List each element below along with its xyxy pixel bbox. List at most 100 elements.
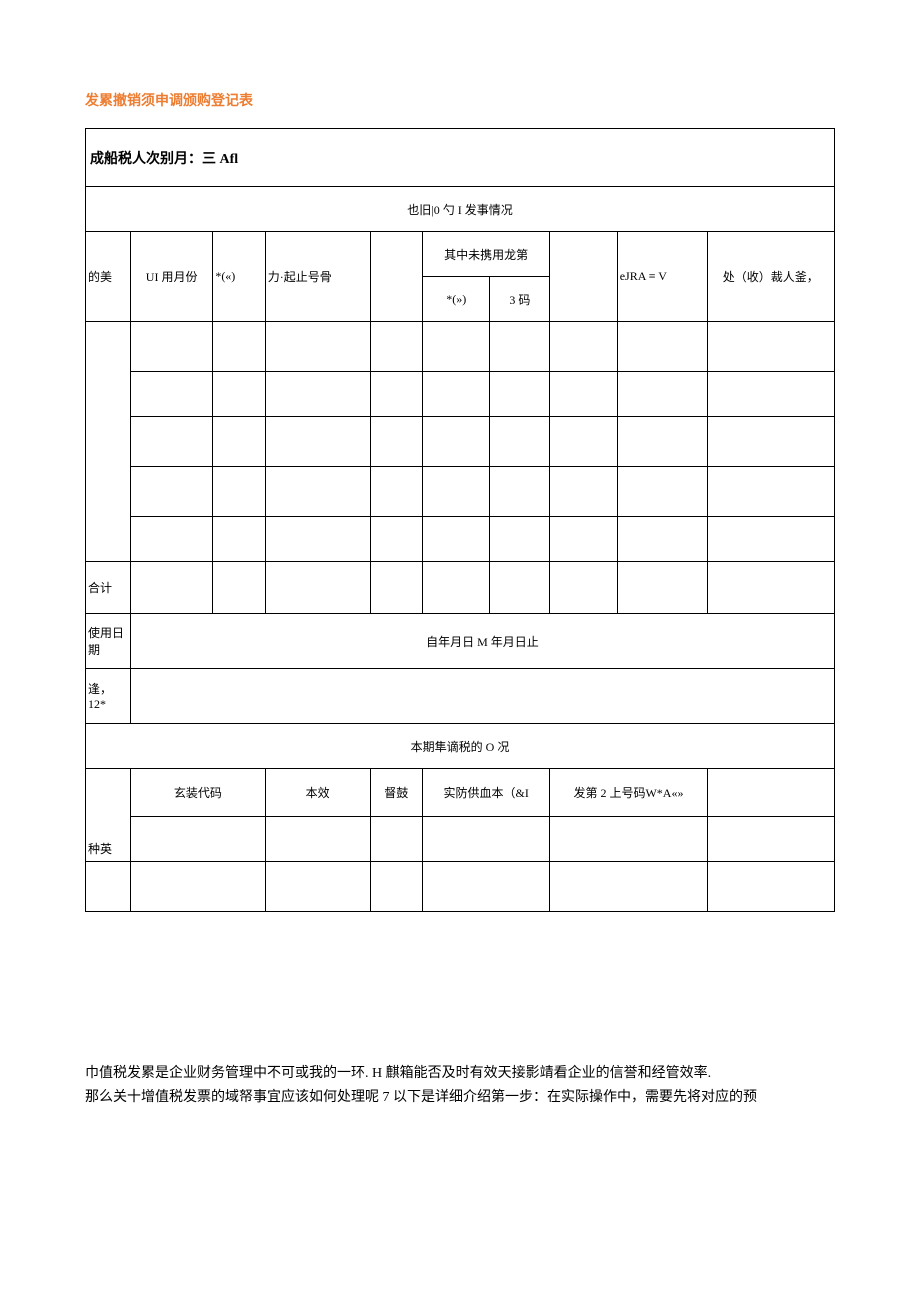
section2-col-header-row: 种英 玄装代码 本效 督鼓 实防供血本（&I 发第 2 上号码W*A«» [86, 769, 835, 817]
col-header-blank1 [370, 232, 422, 322]
footer-paragraph: 巾值税发累是企业财务管理中不可或我的一环. H 麒箱能否及时有效天接影靖看企业的… [85, 1062, 835, 1110]
cell [423, 322, 490, 372]
data-row [86, 322, 835, 372]
cell [370, 817, 422, 862]
cell [370, 517, 422, 562]
total-row: 合计 [86, 562, 835, 614]
section2-header: 本期隼谪税的 O 况 [86, 724, 835, 769]
cell [130, 669, 834, 724]
cell [213, 417, 265, 467]
cell [423, 862, 550, 912]
date-row: 使用日期 自年月日 M 年月日止 [86, 614, 835, 669]
cell [423, 372, 490, 417]
data-row [86, 517, 835, 562]
section2-header-row: 本期隼谪税的 O 况 [86, 724, 835, 769]
cell [490, 467, 550, 517]
cell [265, 417, 370, 467]
cell [490, 562, 550, 614]
cell [213, 562, 265, 614]
section1-header: 也旧|0 勺 I 发事情况 [86, 187, 835, 232]
col-header-2: UI 用月份 [130, 232, 212, 322]
cell [370, 862, 422, 912]
cell [550, 417, 617, 467]
cell [265, 517, 370, 562]
cell [86, 862, 131, 912]
col2-header-2: 玄装代码 [130, 769, 265, 817]
cell [213, 517, 265, 562]
cell [490, 372, 550, 417]
cell [707, 467, 834, 517]
cell [423, 562, 490, 614]
cell [265, 862, 370, 912]
cell [617, 322, 707, 372]
col2-header-5: 实防供血本（&I [423, 769, 550, 817]
cell [86, 322, 131, 562]
cell [707, 862, 834, 912]
cell [370, 562, 422, 614]
cell [550, 817, 707, 862]
cell [265, 562, 370, 614]
cell [550, 322, 617, 372]
cell [550, 562, 617, 614]
cell [617, 417, 707, 467]
cell [130, 467, 212, 517]
cell [130, 322, 212, 372]
col-header-5b: 3 码 [490, 277, 550, 322]
cell [423, 417, 490, 467]
data-row [86, 467, 835, 517]
col-header-1: 的美 [86, 232, 131, 322]
cell [707, 322, 834, 372]
cell [213, 372, 265, 417]
cell [130, 417, 212, 467]
cell [707, 517, 834, 562]
cell [490, 322, 550, 372]
cell [423, 517, 490, 562]
cell [130, 517, 212, 562]
cell [130, 817, 265, 862]
cell [550, 467, 617, 517]
cell [265, 467, 370, 517]
cell [370, 467, 422, 517]
cell [423, 467, 490, 517]
row-12: 逢，12* [86, 669, 835, 724]
footer-line-2: 那么关十增值税发票的域帑事宜应该如何处理呢 7 以下是详细介绍第一步：在实际操作… [85, 1086, 835, 1110]
cell [370, 417, 422, 467]
row12-label: 逢，12* [86, 669, 131, 724]
cell [617, 467, 707, 517]
document-title: 发累撤销须申调颁购登记表 [85, 90, 835, 110]
cell [707, 817, 834, 862]
col2-header-6: 发第 2 上号码W*A«» [550, 769, 707, 817]
cell [213, 467, 265, 517]
cell [130, 862, 265, 912]
footer-line-1: 巾值税发累是企业财务管理中不可或我的一环. H 麒箱能否及时有效天接影靖看企业的… [85, 1062, 835, 1086]
cell [130, 562, 212, 614]
col-header-blank2 [550, 232, 617, 322]
cell [423, 817, 550, 862]
cell [550, 862, 707, 912]
cell [707, 372, 834, 417]
total-label: 合计 [86, 562, 131, 614]
section2-data-row [86, 862, 835, 912]
col-header-5a: *(») [423, 277, 490, 322]
col2-header-3: 本效 [265, 769, 370, 817]
registration-table: 成船税人次别月：三 Afl 也旧|0 勺 I 发事情况 的美 UI 用月份 *(… [85, 128, 835, 912]
cell [550, 517, 617, 562]
col-header-6: eJRA ≡ V [617, 232, 707, 322]
cell [707, 769, 834, 817]
section2-data-row [86, 817, 835, 862]
cell [213, 322, 265, 372]
column-header-row-1: 的美 UI 用月份 *(«) 力·起止号骨 其中未携用龙第 eJRA ≡ V 处… [86, 232, 835, 277]
date-label: 使用日期 [86, 614, 131, 669]
cell [550, 372, 617, 417]
data-row [86, 417, 835, 467]
col2-header-4: 督鼓 [370, 769, 422, 817]
col-header-4: 力·起止号骨 [265, 232, 370, 322]
cell [370, 322, 422, 372]
section1-header-row: 也旧|0 勺 I 发事情况 [86, 187, 835, 232]
cell [490, 517, 550, 562]
cell [370, 372, 422, 417]
cell [265, 817, 370, 862]
cell [490, 417, 550, 467]
cell [265, 372, 370, 417]
data-row [86, 372, 835, 417]
